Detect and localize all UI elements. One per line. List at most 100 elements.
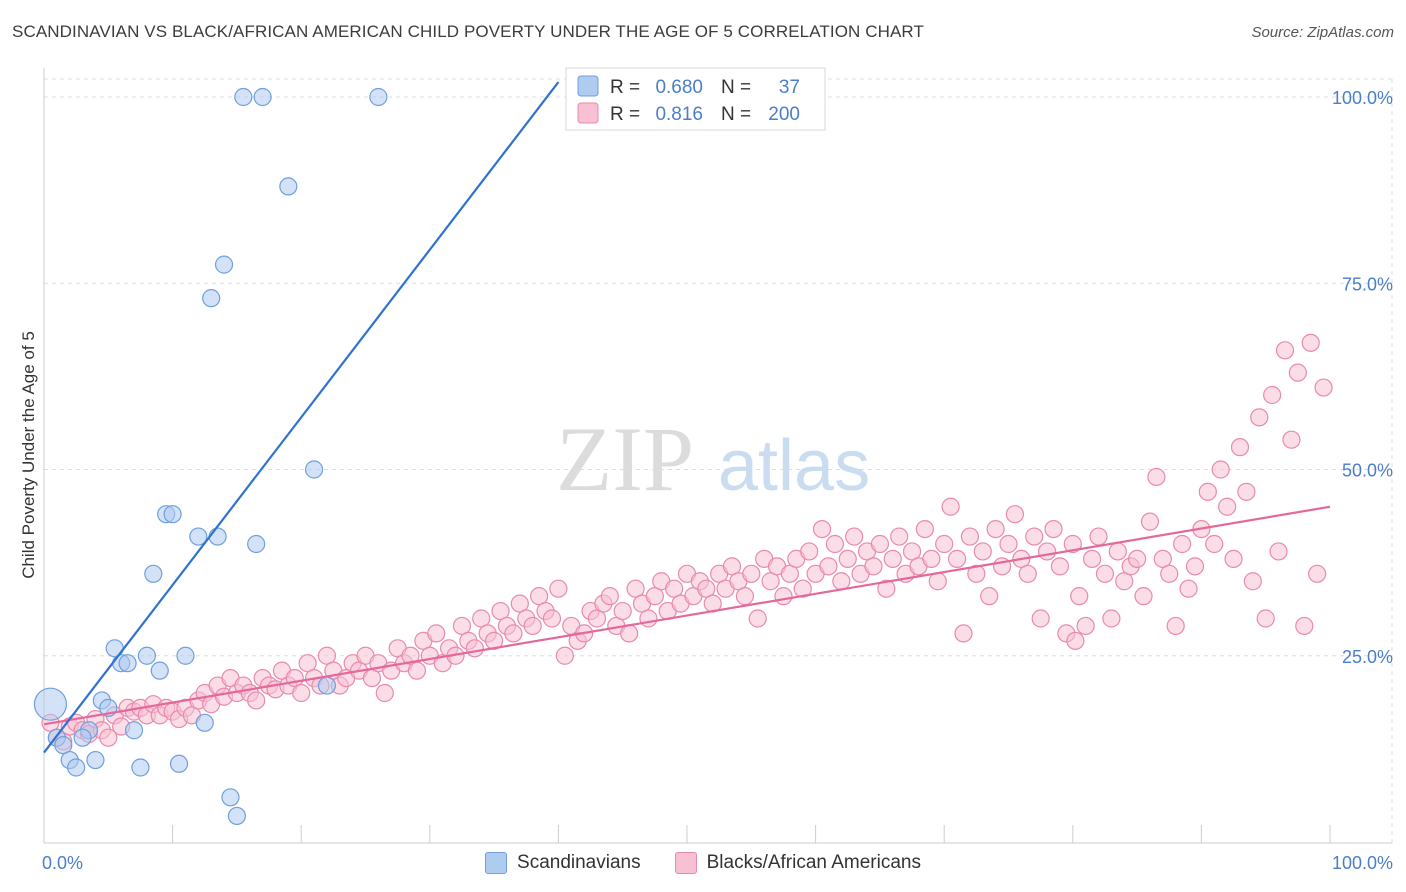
point-blacks — [986, 519, 1005, 539]
watermark: ZIP atlas — [556, 408, 870, 510]
point-scandinavians — [195, 713, 214, 732]
point-blacks — [555, 646, 574, 665]
x-tick-label-min: 0.0% — [42, 853, 83, 873]
trend-line-blacks — [43, 505, 1331, 726]
watermark-zip: ZIP — [556, 408, 694, 510]
point-blacks — [1218, 497, 1237, 516]
series-blacks-points — [41, 333, 1333, 751]
point-scandinavians — [253, 87, 272, 107]
trend-lines — [43, 81, 1331, 754]
point-scandinavians — [118, 654, 137, 673]
point-blacks — [915, 519, 935, 539]
point-blacks — [1173, 534, 1192, 554]
point-scandinavians — [131, 758, 150, 777]
point-blacks — [864, 557, 883, 576]
point-blacks — [922, 549, 941, 569]
point-blacks — [1140, 512, 1160, 531]
point-blacks — [1160, 564, 1179, 583]
point-blacks — [832, 572, 851, 591]
point-scandinavians — [163, 505, 182, 524]
point-scandinavians — [144, 564, 163, 583]
point-blacks — [973, 542, 992, 561]
point-blacks — [1205, 534, 1224, 554]
y-tick-label: 50.0% — [1342, 461, 1393, 481]
point-blacks — [954, 624, 973, 643]
point-blacks — [600, 587, 619, 606]
point-blacks — [1070, 587, 1089, 606]
point-scandinavians — [150, 661, 169, 680]
point-scandinavians — [369, 87, 388, 107]
legend-item-scandinavians[interactable]: Scandinavians — [485, 852, 641, 874]
point-blacks — [1295, 616, 1314, 636]
point-blacks — [1269, 542, 1288, 561]
point-blacks — [542, 609, 562, 628]
point-blacks — [1179, 579, 1198, 598]
point-blacks — [1082, 549, 1102, 569]
stats-box — [565, 67, 826, 131]
point-blacks — [427, 624, 446, 643]
point-blacks — [99, 728, 118, 747]
point-blacks — [1044, 519, 1063, 539]
point-scandinavians — [247, 534, 266, 554]
point-blacks — [1025, 527, 1044, 546]
point-blacks — [1127, 549, 1147, 569]
series-scandinavians-points — [33, 87, 722, 826]
point-blacks — [1301, 333, 1320, 352]
point-blacks — [1031, 609, 1050, 628]
point-blacks — [1102, 609, 1121, 628]
y-tick-label: 25.0% — [1342, 647, 1393, 667]
point-blacks — [774, 587, 793, 606]
point-scandinavians — [279, 177, 298, 196]
point-blacks — [1314, 378, 1333, 397]
stats-n-label: N = — [721, 104, 751, 125]
point-blacks — [1037, 542, 1057, 561]
legend-item-blacks[interactable]: Blacks/African Americans — [674, 852, 921, 874]
point-blacks — [812, 519, 832, 539]
point-blacks — [819, 557, 838, 576]
point-blacks — [247, 691, 266, 710]
legend-bottom: Scandinavians Blacks/African Americans — [0, 852, 1406, 874]
point-blacks — [1230, 438, 1250, 457]
point-blacks — [838, 549, 857, 569]
point-blacks — [1263, 385, 1282, 405]
point-blacks — [1288, 363, 1307, 382]
chart-source: Source: ZipAtlas.com — [1251, 24, 1394, 41]
stats-r-value: 0.816 — [655, 104, 703, 125]
point-blacks — [1185, 557, 1205, 576]
trend-line-scandinavians — [43, 81, 560, 754]
stats-r-label: R = — [610, 104, 640, 125]
point-blacks — [549, 579, 568, 598]
point-blacks — [999, 534, 1018, 554]
point-scandinavians — [124, 721, 144, 740]
legend-label-blacks: Blacks/African Americans — [706, 852, 921, 873]
point-blacks — [935, 534, 954, 554]
stats-n-value: 200 — [768, 104, 800, 125]
point-scandinavians — [86, 750, 105, 770]
y-axis-label: Child Poverty Under the Age of 5 — [19, 331, 38, 579]
point-blacks — [742, 564, 761, 583]
point-blacks — [735, 587, 754, 606]
point-scandinavians — [234, 87, 253, 107]
point-blacks — [1243, 572, 1262, 591]
point-blacks — [639, 609, 658, 628]
point-blacks — [1250, 408, 1269, 427]
point-blacks — [613, 601, 632, 621]
point-scandinavians — [202, 289, 221, 308]
point-blacks — [485, 631, 504, 650]
point-blacks — [1018, 564, 1037, 583]
legend-label-scandinavians: Scandinavians — [517, 852, 641, 873]
stats-r-value: 0.680 — [655, 77, 703, 98]
point-blacks — [1063, 534, 1082, 554]
point-blacks — [928, 572, 947, 591]
point-blacks — [504, 624, 523, 643]
legend-swatch-scandinavians — [485, 852, 508, 874]
point-blacks — [523, 616, 542, 636]
point-blacks — [292, 683, 311, 703]
y-tick-label: 100.0% — [1332, 88, 1393, 108]
point-scandinavians — [208, 527, 227, 546]
point-blacks — [870, 534, 890, 554]
point-blacks — [967, 564, 986, 583]
point-scandinavians — [137, 646, 156, 665]
point-blacks — [1050, 557, 1070, 576]
